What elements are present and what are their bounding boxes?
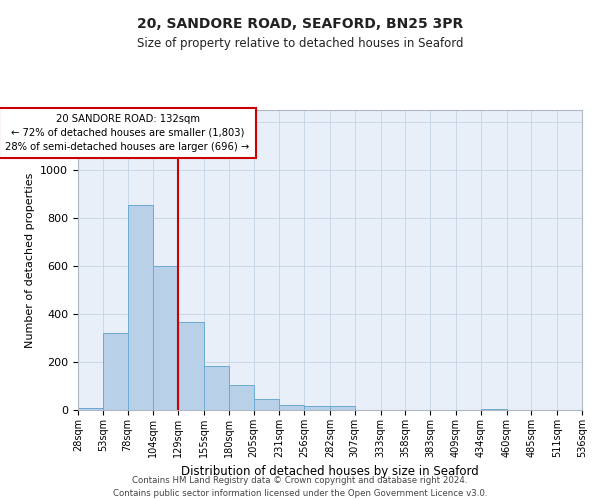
Bar <box>254 399 280 410</box>
Y-axis label: Number of detached properties: Number of detached properties <box>25 172 35 348</box>
Bar <box>229 386 254 410</box>
Bar <box>330 406 355 410</box>
X-axis label: Distribution of detached houses by size in Seaford: Distribution of detached houses by size … <box>181 466 479 478</box>
Text: 20 SANDORE ROAD: 132sqm
← 72% of detached houses are smaller (1,803)
28% of semi: 20 SANDORE ROAD: 132sqm ← 72% of detache… <box>5 114 250 152</box>
Bar <box>280 405 304 410</box>
Bar <box>103 333 128 410</box>
Bar <box>481 409 506 410</box>
Bar <box>178 322 204 410</box>
Bar <box>78 408 103 410</box>
Bar <box>204 366 229 410</box>
Text: Size of property relative to detached houses in Seaford: Size of property relative to detached ho… <box>137 38 463 51</box>
Bar <box>128 205 154 410</box>
Bar <box>304 406 330 410</box>
Text: Contains HM Land Registry data © Crown copyright and database right 2024.
Contai: Contains HM Land Registry data © Crown c… <box>113 476 487 498</box>
Bar <box>154 266 178 410</box>
Text: 20, SANDORE ROAD, SEAFORD, BN25 3PR: 20, SANDORE ROAD, SEAFORD, BN25 3PR <box>137 18 463 32</box>
